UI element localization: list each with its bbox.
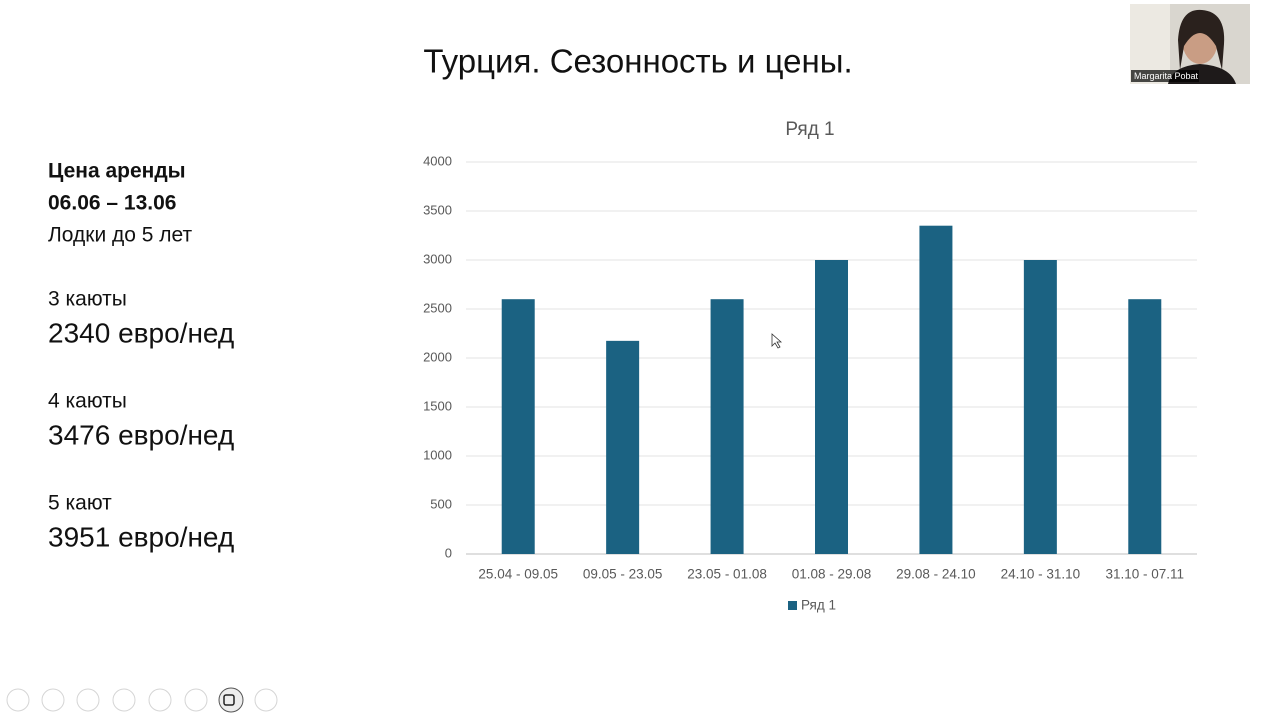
toolbar — [6, 688, 278, 712]
toolbar-button[interactable] — [148, 688, 172, 712]
bar — [1128, 299, 1162, 554]
x-tick-label: 24.10 - 31.10 — [1001, 567, 1081, 582]
y-tick-label: 1000 — [423, 447, 452, 462]
bar — [1023, 260, 1057, 554]
chart: Ряд 1 0 500 1000 1500 2000 2500 3000 3500 4000 25… — [423, 119, 1197, 613]
bar — [501, 299, 535, 554]
toolbar-button[interactable] — [76, 688, 100, 712]
x-tick-label: 29.08 - 24.10 — [896, 567, 976, 582]
bar — [919, 225, 953, 554]
participant-name: Margarita Pobat — [1134, 71, 1199, 81]
x-tick-label: 25.04 - 09.05 — [478, 567, 558, 582]
item-label: 3 каюты — [48, 288, 127, 311]
bar — [710, 299, 744, 554]
toolbar-button[interactable] — [41, 688, 65, 712]
x-tick-label: 09.05 - 23.05 — [583, 567, 663, 582]
legend-swatch — [788, 601, 797, 610]
y-tick-label: 1500 — [423, 398, 452, 413]
x-tick-label: 01.08 - 29.08 — [792, 567, 872, 582]
item-price: 2340 евро/нед — [48, 317, 234, 348]
item-label: 5 кают — [48, 492, 112, 515]
y-tick-label: 2000 — [423, 349, 452, 364]
toolbar-button[interactable] — [184, 688, 208, 712]
bar — [815, 260, 848, 554]
legend-label: Ряд 1 — [801, 598, 836, 613]
y-tick-label: 4000 — [423, 153, 452, 168]
subheading: Лодки до 5 лет — [48, 224, 193, 247]
name-tag — [1131, 70, 1199, 82]
item-price: 3476 евро/нед — [48, 419, 234, 450]
item-label: 4 каюты — [48, 390, 127, 413]
toolbar-button[interactable] — [254, 688, 278, 712]
slide-title: Турция. Сезонность и цены. — [423, 43, 852, 80]
mouse-cursor — [771, 333, 783, 349]
heading: Цена аренды — [48, 160, 186, 183]
price-list: 3 каюты 2340 евро/нед 4 каюты 3476 евро/нед… — [48, 288, 234, 553]
x-tick-label: 31.10 - 07.11 — [1106, 567, 1185, 582]
heading: 06.06 – 13.06 — [48, 192, 176, 215]
y-tick-label: 500 — [430, 496, 452, 511]
item-price: 3951 евро/нед — [48, 521, 234, 552]
y-tick-label: 3500 — [423, 202, 452, 217]
toolbar-button[interactable] — [6, 688, 30, 712]
camera-button[interactable] — [218, 687, 244, 713]
hair — [1178, 9, 1225, 70]
video-thumbnail: Margarita Pobat — [1130, 4, 1250, 84]
camera-icon — [223, 694, 235, 706]
y-tick-label: 0 — [445, 545, 452, 560]
toolbar-button[interactable] — [112, 688, 136, 712]
x-tick-label: 23.05 - 01.08 — [687, 567, 767, 582]
y-tick-label: 3000 — [423, 251, 452, 266]
chart-title: Ряд 1 — [785, 119, 834, 140]
y-tick-label: 2500 — [423, 300, 452, 315]
bar — [606, 340, 640, 554]
